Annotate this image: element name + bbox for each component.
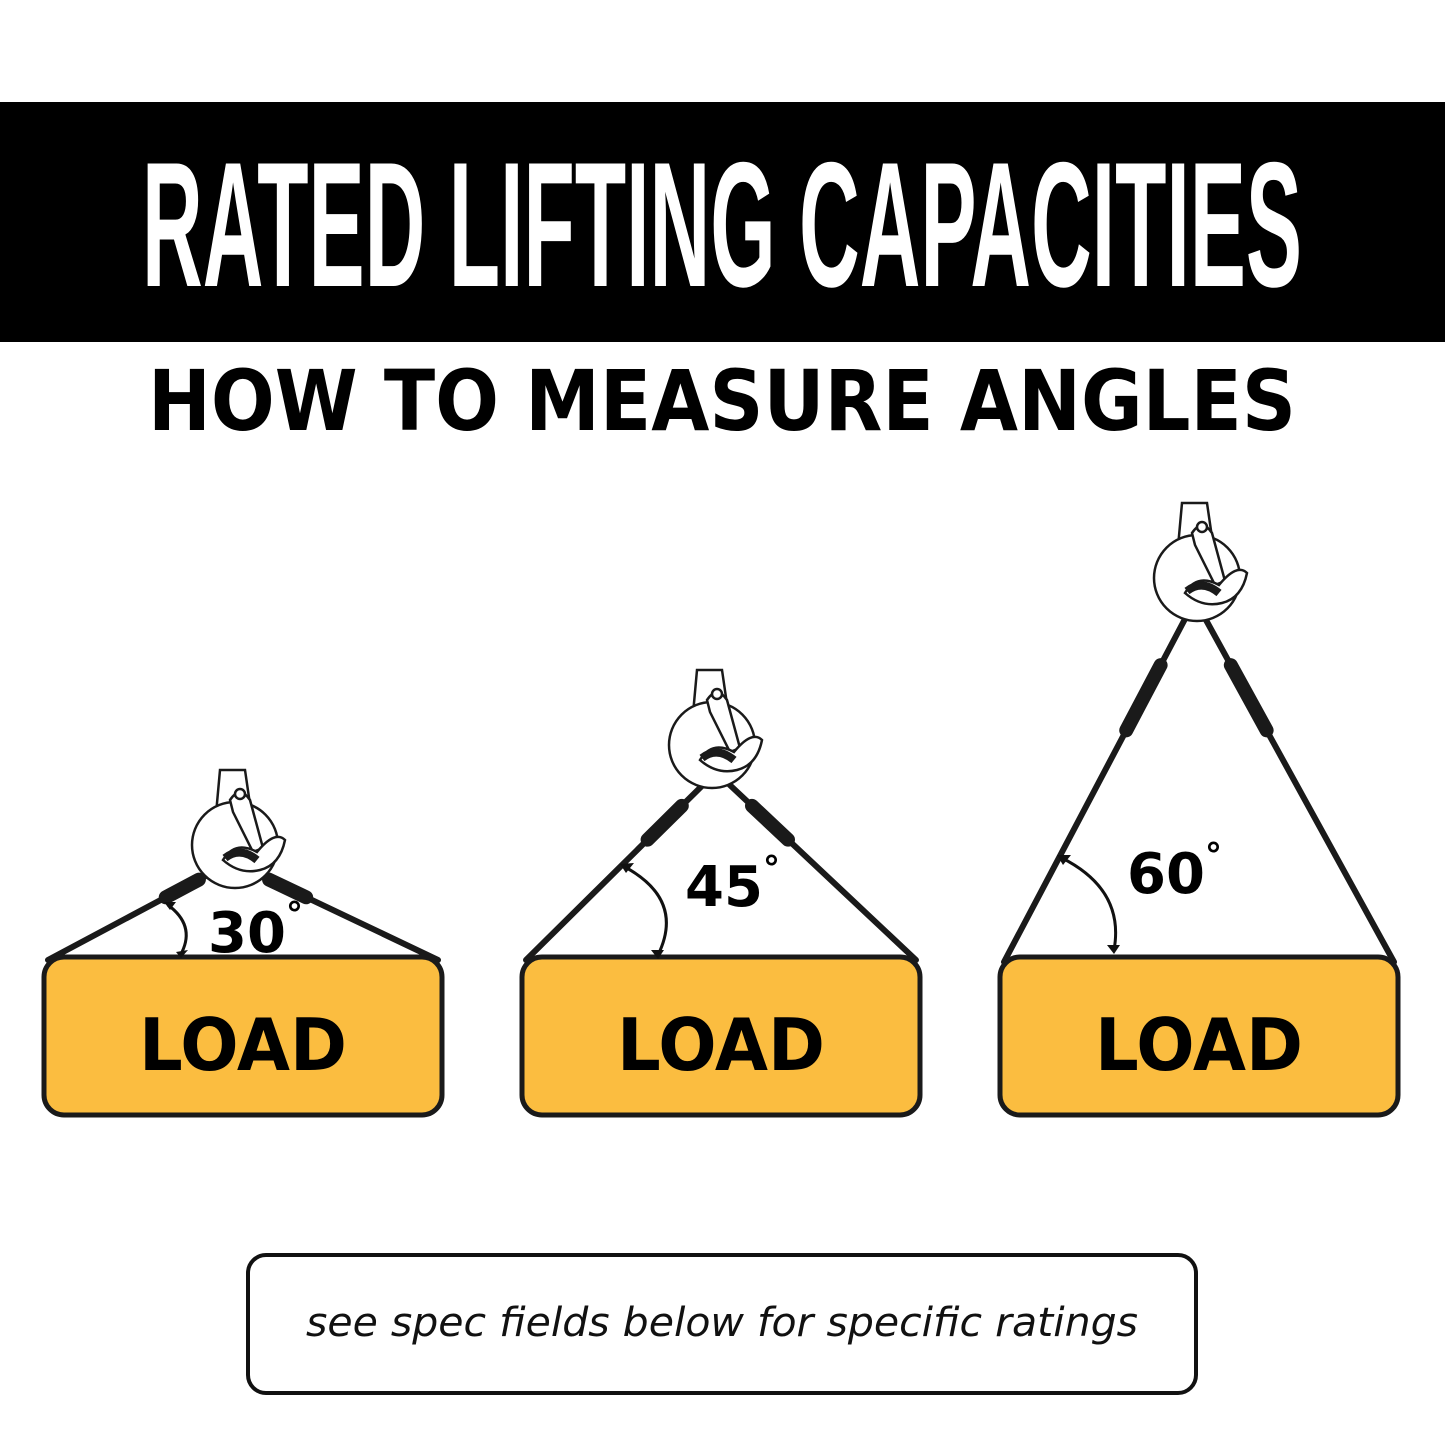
angle-arrow-icon — [1061, 856, 1118, 951]
angle-arrow-icon — [624, 865, 668, 956]
load-label: LOAD — [617, 1003, 825, 1087]
crane-hook-icon — [1152, 501, 1249, 623]
sling-0 — [45, 859, 441, 963]
angle-label-60: 60° — [1127, 836, 1222, 907]
sling-1 — [523, 769, 919, 963]
load-box-30: LOAD — [41, 954, 445, 1118]
title-banner — [0, 102, 1445, 342]
subtitle: HOW TO MEASURE ANGLES — [148, 352, 1296, 450]
title: RATED LIFTING CAPACITIES — [142, 125, 1302, 324]
load-label: LOAD — [1095, 1003, 1303, 1087]
note-text: see spec fields below for specific ratin… — [306, 1300, 1138, 1346]
load-box-60: LOAD — [997, 954, 1401, 1118]
angle-label-30: 30° — [208, 895, 303, 966]
load-box-45: LOAD — [519, 954, 923, 1118]
angle-arrow-icon — [167, 903, 188, 953]
sling-2 — [1001, 597, 1397, 965]
load-label: LOAD — [139, 1003, 347, 1087]
note-box — [246, 1253, 1198, 1395]
crane-hook-icon — [667, 668, 764, 790]
crane-hook-icon — [190, 768, 287, 890]
angle-label-45: 45° — [685, 849, 780, 920]
